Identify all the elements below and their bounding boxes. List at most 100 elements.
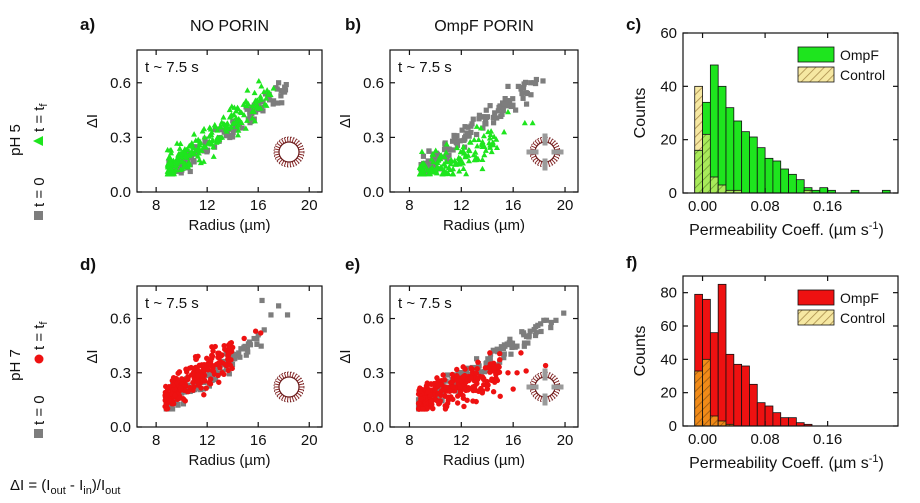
data-point — [449, 170, 456, 177]
data-point — [240, 101, 247, 107]
data-point — [258, 343, 264, 349]
data-point — [458, 369, 464, 376]
data-point — [251, 108, 258, 114]
data-point — [479, 165, 486, 172]
ompf-bar — [725, 353, 735, 427]
data-point — [176, 369, 183, 375]
data-point — [482, 147, 489, 153]
data-point — [497, 351, 503, 357]
data-point — [473, 123, 480, 129]
row-label-ph7: pH 7 t = 0 t = tf — [7, 321, 50, 438]
data-point — [177, 153, 184, 160]
data-point — [221, 371, 227, 378]
scatter-panel-d: 8 12 16 20 0.0 0.3 0.6 t ~ 7.5 s Radius (µm) ΔI d) — [80, 255, 323, 469]
data-point — [431, 155, 437, 161]
data-point — [241, 344, 247, 350]
data-point — [489, 376, 495, 382]
scatter-panel-b: 8 12 16 20 0.0 0.3 0.6 t ~ 7.5 s Radius (µm) ΔI Om… — [337, 15, 579, 234]
data-point — [520, 84, 527, 91]
data-point — [207, 376, 214, 382]
ompf-bar — [795, 179, 805, 194]
data-point — [252, 328, 259, 334]
vesicle-porin-icon — [526, 368, 564, 406]
data-point — [470, 151, 477, 158]
data-point — [227, 362, 234, 369]
data-point — [244, 117, 251, 123]
data-point — [255, 332, 261, 338]
data-point — [265, 94, 272, 100]
data-point — [444, 372, 451, 378]
data-point — [459, 160, 466, 166]
data-point — [475, 155, 482, 162]
data-point — [504, 108, 511, 115]
data-point — [236, 350, 242, 356]
data-point — [415, 406, 422, 412]
data-point — [443, 158, 450, 165]
data-point — [460, 165, 467, 172]
data-point — [456, 168, 463, 174]
data-point — [480, 114, 486, 120]
data-point — [436, 400, 442, 406]
data-point — [170, 400, 176, 407]
data-point — [172, 158, 179, 164]
data-point — [221, 121, 228, 127]
y-tick-label: 20 — [660, 132, 677, 149]
data-point — [483, 114, 490, 121]
data-point — [212, 123, 219, 130]
data-point — [437, 153, 444, 159]
data-point — [178, 381, 185, 387]
data-point — [454, 377, 460, 383]
data-point — [507, 336, 513, 342]
data-point — [166, 384, 172, 390]
data-point — [497, 356, 503, 363]
data-point — [444, 153, 451, 159]
data-point — [219, 352, 225, 358]
data-point — [255, 78, 262, 84]
panel-label: b) — [345, 15, 361, 34]
data-point — [460, 395, 467, 401]
y-tick-label: 0.0 — [110, 419, 131, 436]
time-annotation: t ~ 7.5 s — [398, 59, 452, 76]
data-point — [472, 383, 478, 389]
data-point — [254, 104, 261, 110]
data-point — [195, 368, 202, 375]
data-point — [430, 158, 437, 165]
data-point — [177, 385, 184, 392]
data-point — [180, 401, 187, 407]
data-point — [205, 140, 212, 146]
data-point — [162, 403, 168, 410]
x-axis-title: Radius (µm) — [189, 217, 271, 234]
data-point — [230, 111, 237, 118]
data-point — [540, 78, 546, 84]
tf-label: t = tf — [31, 321, 50, 350]
y-tick-label: 0.6 — [110, 311, 131, 328]
data-point — [467, 139, 474, 145]
data-point — [457, 384, 463, 390]
data-point — [177, 140, 184, 147]
legend-label-ompf: OmpF — [840, 290, 879, 306]
data-point — [214, 134, 221, 140]
data-point — [531, 80, 537, 86]
data-point — [509, 344, 515, 351]
data-point — [423, 383, 430, 389]
data-point — [237, 354, 243, 360]
data-point — [533, 330, 539, 336]
data-point — [454, 142, 461, 148]
data-point — [163, 391, 170, 398]
data-point — [244, 106, 250, 112]
data-point — [499, 111, 505, 117]
data-point — [475, 136, 482, 143]
data-point — [510, 386, 516, 392]
data-point — [443, 169, 450, 176]
data-point — [263, 102, 270, 108]
data-point — [446, 164, 453, 171]
data-point — [420, 153, 427, 159]
x-tick-label: 0.00 — [688, 431, 717, 448]
data-point — [472, 387, 479, 393]
data-point — [238, 346, 244, 352]
data-point — [447, 158, 454, 164]
data-point — [484, 360, 490, 366]
data-point — [179, 390, 185, 396]
data-point — [242, 125, 249, 131]
data-point — [480, 125, 486, 131]
